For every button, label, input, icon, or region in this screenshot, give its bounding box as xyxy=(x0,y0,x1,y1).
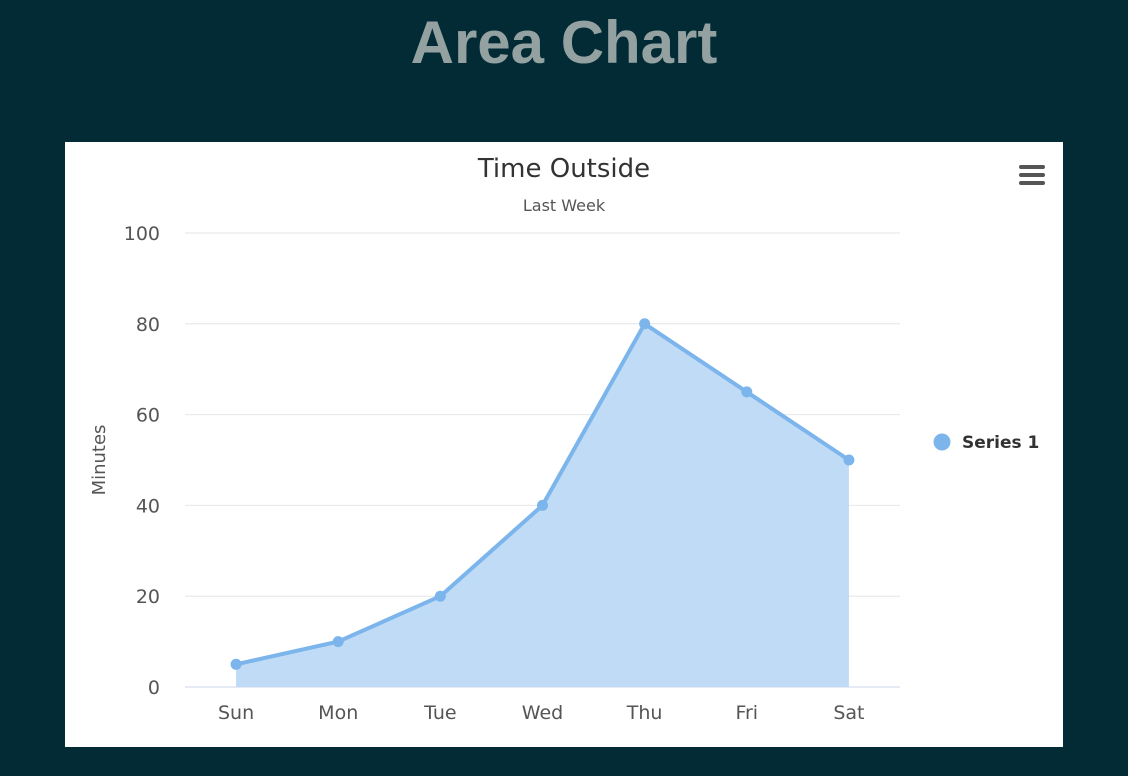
y-tick-label: 80 xyxy=(136,314,160,336)
x-tick-label: Sun xyxy=(218,702,254,724)
data-point-marker[interactable] xyxy=(843,454,855,466)
hamburger-line xyxy=(1019,165,1045,169)
y-tick-label: 100 xyxy=(124,223,160,245)
x-tick-label: Mon xyxy=(318,702,358,724)
data-point-marker[interactable] xyxy=(741,386,753,398)
chart-container: Time Outside Last Week 0 20 40 60 80 100 Minu… xyxy=(65,142,1063,747)
y-tick-label: 60 xyxy=(136,405,160,427)
legend-item-label[interactable]: Series 1 xyxy=(962,433,1039,453)
data-point-marker[interactable] xyxy=(230,658,242,670)
data-point-marker[interactable] xyxy=(332,636,344,648)
data-point-marker[interactable] xyxy=(537,499,548,511)
series-1-group xyxy=(230,318,855,687)
data-point-marker[interactable] xyxy=(434,590,446,602)
legend-marker xyxy=(933,433,951,451)
chart-title: Time Outside xyxy=(477,154,650,184)
page-heading: Area Chart xyxy=(410,9,718,76)
data-point-marker[interactable] xyxy=(639,318,651,330)
y-tick-label: 0 xyxy=(148,677,160,699)
hamburger-line xyxy=(1019,173,1045,177)
x-tick-label: Fri xyxy=(735,702,758,724)
y-axis-title: Minutes xyxy=(89,425,110,496)
chart-context-menu-button[interactable] xyxy=(1016,162,1048,190)
legend[interactable]: Series 1 xyxy=(933,433,1040,453)
y-tick-label: 20 xyxy=(136,586,160,608)
area-chart: Time Outside Last Week 0 20 40 60 80 100 Minu… xyxy=(89,154,1040,724)
x-axis-labels: Sun Mon Tue Wed Thu Fri Sat xyxy=(218,702,865,724)
y-axis-labels: 0 20 40 60 80 100 xyxy=(124,223,160,699)
x-tick-label: Sat xyxy=(833,702,864,724)
x-tick-label: Thu xyxy=(626,702,663,724)
y-tick-label: 40 xyxy=(136,495,160,517)
chart-subtitle: Last Week xyxy=(523,196,606,215)
hamburger-line xyxy=(1019,181,1045,185)
x-tick-label: Tue xyxy=(423,702,456,724)
x-tick-label: Wed xyxy=(522,702,563,724)
